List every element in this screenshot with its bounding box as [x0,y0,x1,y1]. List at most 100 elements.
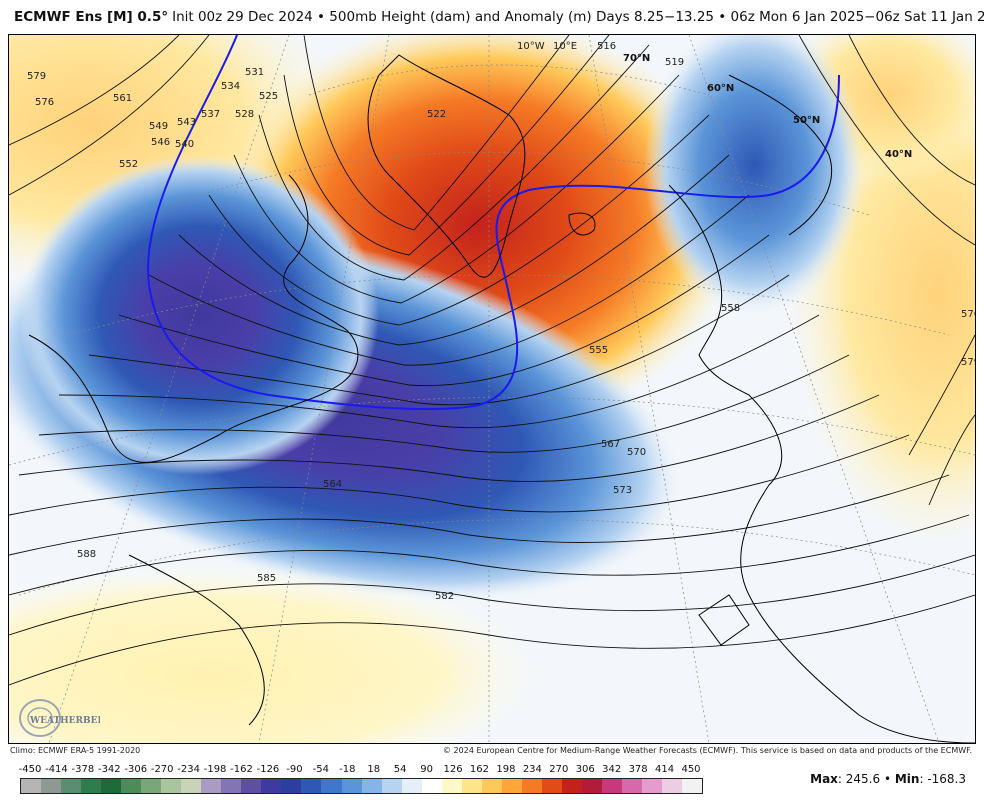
anomaly-shading [9,35,975,743]
colorbar-tick-label: 18 [367,764,381,775]
colorbar-swatch [481,779,502,793]
contour-labels: 579 576 561 552 549 546 543 540 537 534 … [27,41,975,602]
lat-label-60n: 60°N [707,83,734,94]
contour-540-blue [147,35,840,411]
colorbar-swatch [301,779,322,793]
contour-label-537: 537 [201,109,220,120]
colorbar-swatch [81,779,102,793]
colorbar-swatch [541,779,562,793]
map-canvas: 579 576 561 552 549 546 543 540 537 534 … [9,35,975,743]
contour-label-564: 564 [323,479,342,490]
contour-label-585: 585 [257,573,276,584]
colorbar-tick-label: -342 [97,764,121,775]
contour-label-570: 570 [627,447,646,458]
colorbar-swatch [121,779,142,793]
coastlines [28,54,975,743]
title-text: Init 00z 29 Dec 2024 • 500mb Height (dam… [172,9,984,25]
island-outline [698,594,750,646]
contour-label-561: 561 [113,93,132,104]
contour-label-528: 528 [235,109,254,120]
colorbar-swatch [381,779,402,793]
colorbar-tick-label: 414 [655,764,675,775]
colorbar-tick-label: -306 [124,764,148,775]
colorbar-swatch [261,779,282,793]
contour-label-10w: 10°W [517,41,545,52]
colorbar-swatch [161,779,182,793]
colorbar-swatch [361,779,382,793]
contour-label-543: 543 [177,117,196,128]
contour-label-552: 552 [119,159,138,170]
max-label: Max [810,772,838,786]
colorbar-tick-label: -450 [18,764,42,775]
colorbar-tick-labels: -450 -414 -378 -342 -306 -270 -234 -198 -162 -126… [18,764,705,778]
colorbar-swatches [20,778,703,794]
contour-label-534: 534 [221,81,240,92]
iceland-outline [568,212,596,236]
max-min-stats: Max: 245.6 • Min: -168.3 [810,772,966,786]
height-contours [9,35,975,686]
colorbar-swatch [421,779,442,793]
chart-title: ECMWF Ens [M] 0.5° Init 00z 29 Dec 2024 … [0,0,984,34]
colorbar-tick-label: 342 [602,764,622,775]
climo-credit: Climo: ECMWF ERA-5 1991-2020 [10,746,141,755]
map-panel: 579 576 561 552 549 546 543 540 537 534 … [8,34,976,744]
colorbar-tick-label: 54 [393,764,407,775]
weatherbell-logo: WEATHERBELL [19,699,100,737]
colorbar-swatch [61,779,82,793]
lat-label-70n: 70°N [623,53,650,64]
colorbar-swatch [441,779,462,793]
colorbar-swatch [241,779,262,793]
contour-label-573: 573 [613,485,632,496]
colorbar-swatch [221,779,242,793]
contour-label-540: 540 [175,139,194,150]
contour-label-519: 519 [665,57,684,68]
colorbar-tick-label: -414 [45,764,68,775]
colorbar-tick-label: 198 [496,764,516,775]
colorbar-swatch [682,779,703,793]
colorbar-tick-label: 162 [469,764,490,775]
lat-label-40n: 40°N [885,149,912,160]
colorbar-tick-label: 234 [522,764,542,775]
contour-label-555: 555 [589,345,608,356]
anomaly-europe-trough [644,35,864,315]
colorbar-swatch [621,779,642,793]
lat-label-50n: 50°N [793,115,820,126]
colorbar-swatch [561,779,582,793]
europe-africa-coast [668,184,975,743]
contour-label-576: 576 [35,97,54,108]
contour-label-531: 531 [245,67,264,78]
anomaly-sw-pale [9,565,539,743]
colorbar-tick-label: -378 [71,764,95,775]
colorbar-tick-label: 450 [681,764,701,775]
contour-label-567: 567 [601,439,620,450]
contour-label-516: 516 [597,41,616,52]
copyright-credit: © 2024 European Centre for Medium-Range … [443,746,972,755]
colorbar-swatch [101,779,122,793]
colorbar-tick-label: -162 [230,764,253,775]
contour-label-579: 579 [27,71,46,82]
colorbar-tick-label: -18 [339,764,356,775]
colorbar-swatch [341,779,362,793]
contour-label-10e: 10°E [553,41,577,52]
colorbar-swatch [41,779,62,793]
contour-label-546: 546 [151,137,170,148]
colorbar-swatch [581,779,602,793]
colorbar-swatch [501,779,522,793]
min-label: Min [894,772,920,786]
contour-label-558: 558 [721,303,740,314]
colorbar-tick-label: -234 [177,764,200,775]
contour-label-549: 549 [149,121,168,132]
colorbar-swatch [521,779,542,793]
colorbar-tick-label: 378 [628,764,648,775]
colorbar-swatch [662,779,683,793]
colorbar-tick-label: 126 [443,764,463,775]
colorbar-legend: -450 -414 -378 -342 -306 -270 -234 -198 -162 -126… [18,764,705,800]
max-value: 245.6 [845,772,881,786]
contour-label-522: 522 [427,109,446,120]
colorbar-swatch [321,779,342,793]
colorbar-swatch [641,779,662,793]
anomaly-na-trough [19,155,379,475]
colorbar-swatch [401,779,422,793]
north-america-coast [28,174,359,463]
contour-label-588: 588 [77,549,96,560]
